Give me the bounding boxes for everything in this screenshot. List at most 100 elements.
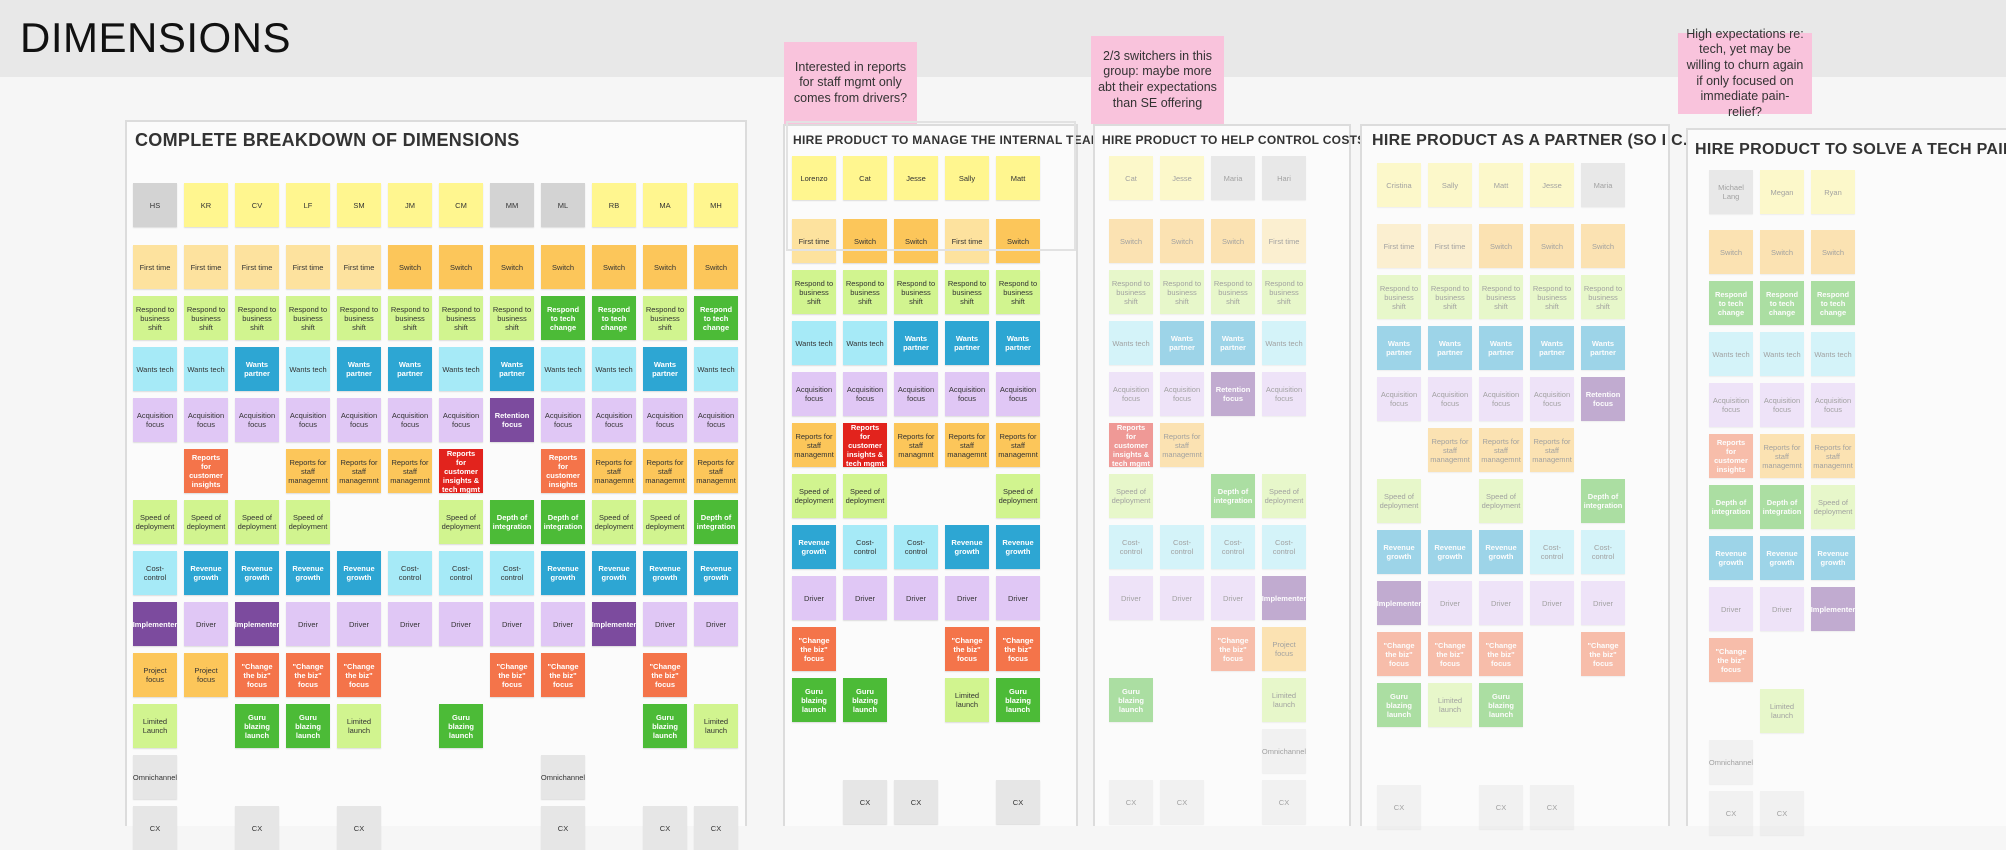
sticky-note: Reports for customer insights & tech mgm… <box>1109 423 1153 467</box>
sticky-note: Acquisition focus <box>996 372 1040 416</box>
sticky-note: JM <box>388 183 432 227</box>
sticky-note: Wants partner <box>388 347 432 391</box>
sticky-note: Jesse <box>1530 163 1574 207</box>
sticky-note: Driver <box>996 576 1040 620</box>
sticky-note: "Change the biz" focus <box>235 653 279 697</box>
sticky-note: Respond to business shift <box>1262 270 1306 314</box>
sticky-note: Driver <box>1709 587 1753 631</box>
sticky-note: Driver <box>894 576 938 620</box>
sticky-note: "Change the biz" focus <box>1377 632 1421 676</box>
sticky-note: Wants tech <box>694 347 738 391</box>
sticky-note: Speed of deployment <box>1811 485 1855 529</box>
sticky-note: Wants partner <box>337 347 381 391</box>
sticky-note: Wants tech <box>184 347 228 391</box>
sticky-note: RB <box>592 183 636 227</box>
sticky-note: Switch <box>1709 230 1753 274</box>
sticky-note: Speed of deployment <box>843 474 887 518</box>
sticky-note: Guru blazing launch <box>643 704 687 748</box>
sticky-note: Driver <box>1530 581 1574 625</box>
sticky-note: "Change the biz" focus <box>643 653 687 697</box>
sticky-note: Reports for staff managemnt <box>1530 428 1574 472</box>
sticky-note: Reports for staff managemnt <box>643 449 687 493</box>
sticky-note: Guru blazing launch <box>843 678 887 722</box>
sticky-note: Driver <box>1581 581 1625 625</box>
sticky-note: Wants partner <box>235 347 279 391</box>
sticky-note: Respond to tech change <box>694 296 738 340</box>
sticky-note: Implementer <box>1377 581 1421 625</box>
sticky-note: Respond to business shift <box>1530 275 1574 319</box>
sticky-note: CX <box>1479 785 1523 829</box>
annotation-note: Interested in reports for staff mgmt onl… <box>784 42 917 124</box>
sticky-note: Switch <box>1160 219 1204 263</box>
sticky-note: Wants partner <box>894 321 938 365</box>
sticky-note: Lorenzo <box>792 156 836 200</box>
frame <box>1093 124 1351 826</box>
sticky-note: Limited launch <box>1760 689 1804 733</box>
board-title: DIMENSIONS <box>20 14 292 61</box>
sticky-note: Depth of integration <box>1760 485 1804 529</box>
sticky-note: Revenue growth <box>337 551 381 595</box>
sticky-note: Reports for customer insights & tech mgm… <box>439 449 483 493</box>
sticky-note: Driver <box>694 602 738 646</box>
sticky-note: Matt <box>1479 163 1523 207</box>
sticky-note: CV <box>235 183 279 227</box>
sticky-note: First time <box>235 245 279 289</box>
sticky-note: Driver <box>541 602 585 646</box>
sticky-note: Acquisition focus <box>1811 383 1855 427</box>
sticky-note: Switch <box>1530 224 1574 268</box>
sticky-note: Limited Launch <box>133 704 177 748</box>
sticky-note: Respond to tech change <box>541 296 585 340</box>
sticky-note: Acquisition focus <box>235 398 279 442</box>
sticky-note: Reports for staff managemnt <box>792 423 836 467</box>
sticky-note: CX <box>1530 785 1574 829</box>
sticky-note: Guru blazing launch <box>1109 678 1153 722</box>
sticky-note: Guru blazing launch <box>996 678 1040 722</box>
sticky-note: Wants tech <box>133 347 177 391</box>
sticky-note: Respond to business shift <box>490 296 534 340</box>
sticky-note: Switch <box>1581 224 1625 268</box>
sticky-note: Acquisition focus <box>894 372 938 416</box>
sticky-note: Cost-control <box>894 525 938 569</box>
frame-title: COMPLETE BREAKDOWN OF DIMENSIONS <box>135 130 520 150</box>
sticky-note: Reports for staff managemnt <box>1479 428 1523 472</box>
annotation-note: 2/3 switchers in this group: maybe more … <box>1091 36 1224 124</box>
sticky-note: Implementer <box>235 602 279 646</box>
sticky-note: KR <box>184 183 228 227</box>
sticky-note: Reports for staff managemnt <box>694 449 738 493</box>
frame <box>1686 128 2006 826</box>
sticky-note: Megan <box>1760 170 1804 214</box>
sticky-note: Acquisition focus <box>843 372 887 416</box>
sticky-note: HS <box>133 183 177 227</box>
sticky-note: MH <box>694 183 738 227</box>
sticky-note: Acquisition focus <box>1160 372 1204 416</box>
sticky-note: Wants partner <box>1428 326 1472 370</box>
header-band <box>0 0 2006 77</box>
sticky-note: Cost-control <box>439 551 483 595</box>
sticky-note: First time <box>337 245 381 289</box>
sticky-note: Driver <box>388 602 432 646</box>
sticky-note: Revenue growth <box>541 551 585 595</box>
sticky-note: Depth of integration <box>1581 479 1625 523</box>
sticky-note: CX <box>235 806 279 850</box>
sticky-note: Acquisition focus <box>1428 377 1472 421</box>
sticky-note: Implementer <box>133 602 177 646</box>
sticky-note: Wants tech <box>1709 332 1753 376</box>
sticky-note: Respond to tech change <box>1811 281 1855 325</box>
sticky-note: Limited launch <box>1262 678 1306 722</box>
sticky-note: Switch <box>1811 230 1855 274</box>
sticky-note: Cat <box>1109 156 1153 200</box>
sticky-note: Driver <box>1479 581 1523 625</box>
sticky-note: Limited launch <box>945 678 989 722</box>
sticky-note: Speed of deployment <box>133 500 177 544</box>
sticky-note: Revenue growth <box>945 525 989 569</box>
sticky-note: CM <box>439 183 483 227</box>
sticky-note: MM <box>490 183 534 227</box>
sticky-note: Maria <box>1211 156 1255 200</box>
sticky-note: Cost-control <box>1211 525 1255 569</box>
sticky-note: Revenue growth <box>235 551 279 595</box>
sticky-note: First time <box>945 219 989 263</box>
sticky-note: Revenue growth <box>1377 530 1421 574</box>
sticky-note: Driver <box>643 602 687 646</box>
sticky-note: Driver <box>1160 576 1204 620</box>
